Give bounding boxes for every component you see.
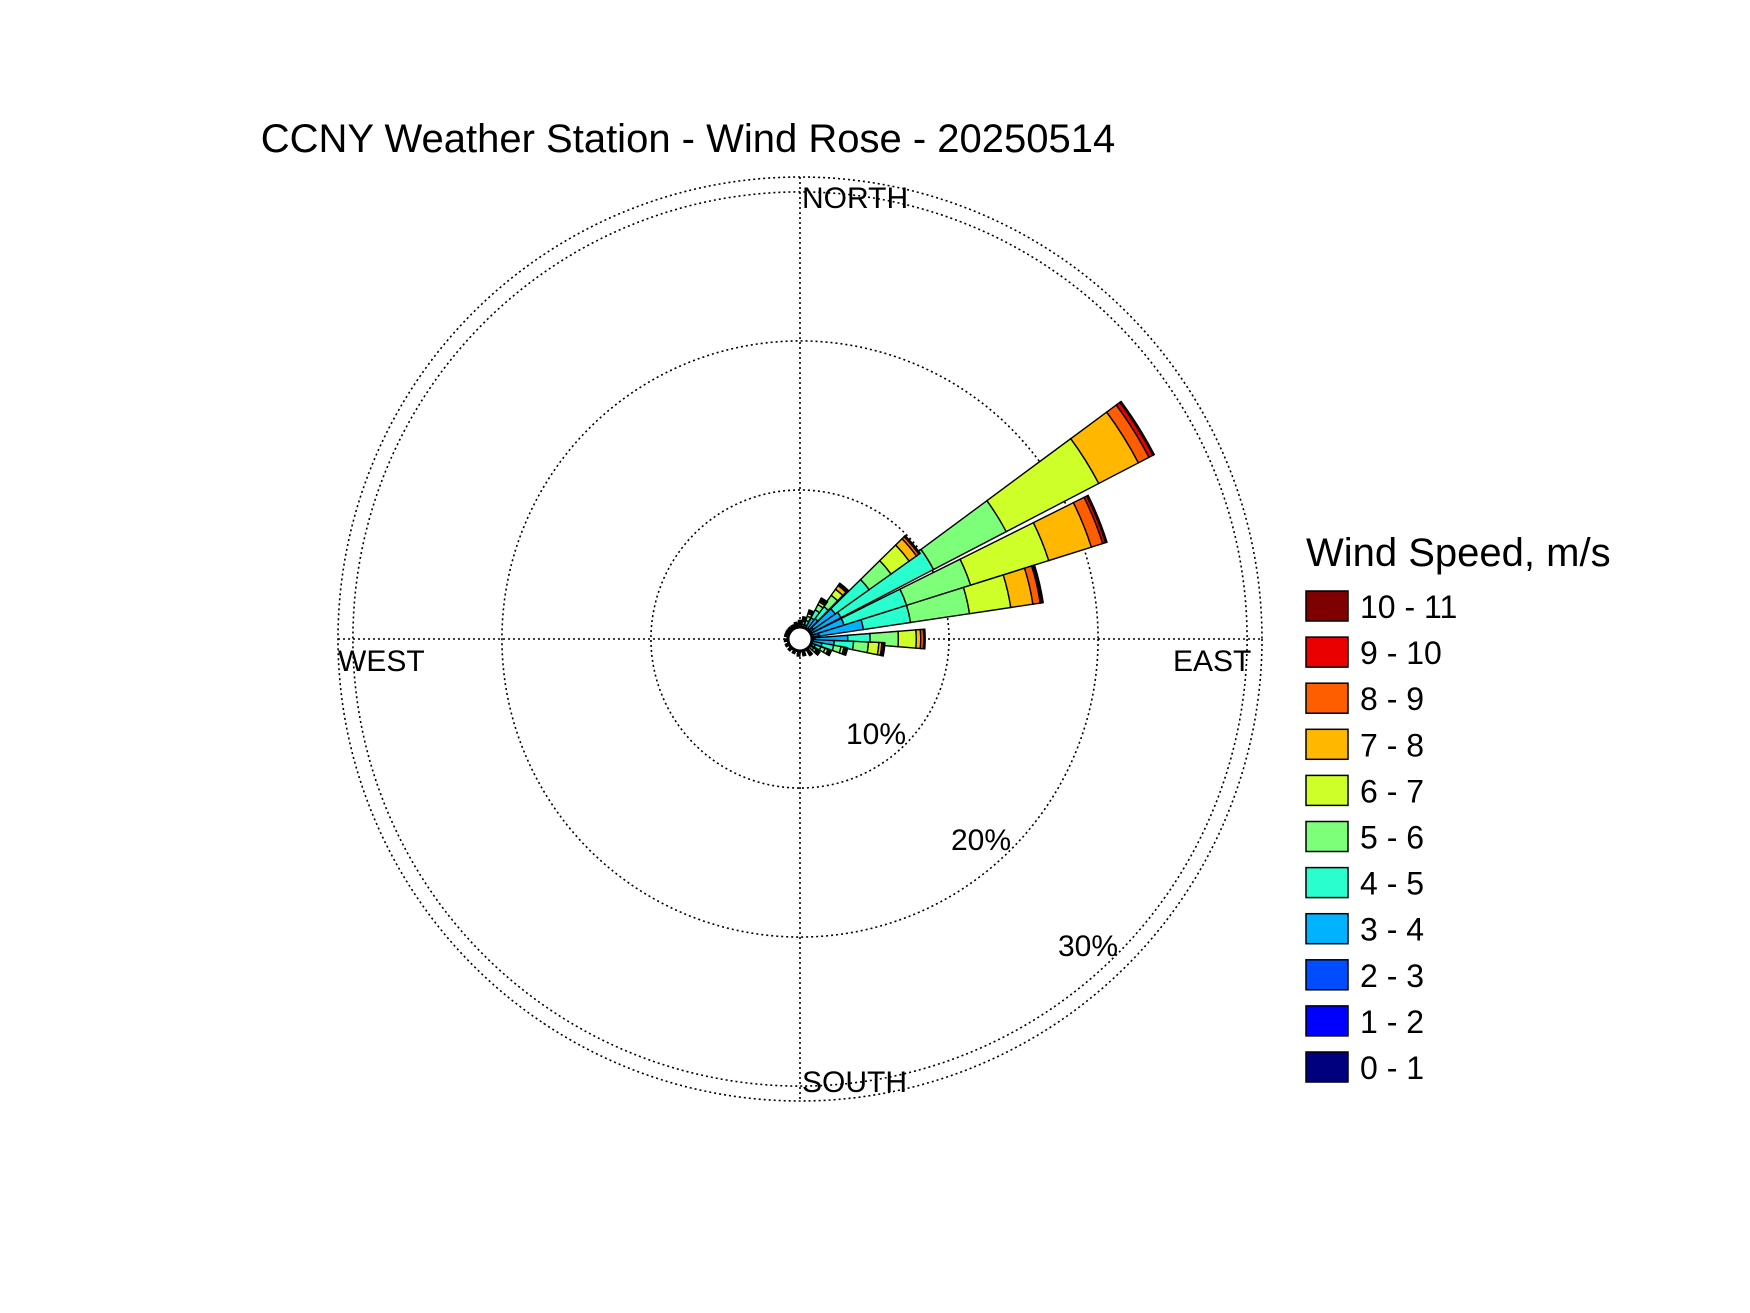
legend-label-3-4: 3 - 4	[1360, 912, 1424, 948]
legend-label-1-2: 1 - 2	[1360, 1004, 1424, 1040]
legend-label-7-8: 7 - 8	[1360, 727, 1424, 763]
legend-swatch-5-6	[1305, 820, 1349, 853]
legend-swatch-9-10	[1305, 636, 1349, 668]
ring-label-20: 20%	[951, 824, 1011, 857]
legend-label-2-3: 2 - 3	[1360, 958, 1424, 994]
sector-58-bin-10	[1118, 400, 1156, 457]
sector-105-bin-10	[844, 646, 849, 657]
legend-title: Wind Speed, m/s	[1306, 531, 1611, 575]
sector-245-bin-10	[784, 643, 788, 648]
legend-swatch-6-7	[1305, 774, 1349, 807]
calm-circle	[786, 625, 814, 653]
sector-97-bin-10	[881, 641, 886, 657]
calm-center	[786, 625, 814, 653]
sector-97-bin-5	[851, 640, 870, 654]
sector-90-bin-10	[923, 628, 926, 650]
wind-speed-legend: Wind Speed, m/s 10 - 11 9 - 10 8 - 9 7 - 8 6…	[1305, 531, 1611, 1086]
chart-title: CCNY Weather Station - Wind Rose - 20250…	[261, 117, 1116, 161]
legend-swatch-0-1	[1305, 1051, 1349, 1083]
legend-swatch-3-4	[1305, 912, 1349, 945]
sector-300-bin-10	[784, 629, 789, 634]
sector-185-bin-10	[796, 654, 801, 657]
sector-115-bin-10	[827, 649, 833, 657]
south-label: SOUTH	[802, 1066, 907, 1099]
legend-label-4-5: 4 - 5	[1360, 866, 1424, 902]
legend-swatch-1-2	[1305, 1005, 1349, 1037]
legend-label-9-10: 9 - 10	[1360, 635, 1442, 671]
sector-22-bin-10	[808, 608, 815, 614]
legend-swatch-8-9	[1305, 682, 1349, 714]
legend-swatch-10-11	[1305, 590, 1349, 622]
sector-225-bin-10	[787, 647, 792, 652]
sector-90-bin-6	[897, 629, 917, 649]
grid-ring-30	[352, 191, 1248, 1087]
sector-205-bin-10	[791, 651, 796, 655]
sector-12-bin-10	[802, 616, 808, 620]
legend-label-10-11: 10 - 11	[1360, 589, 1457, 625]
sector-145-bin-10	[808, 652, 814, 657]
sector-265-bin-10	[783, 638, 787, 643]
sector-0-bin-10	[797, 619, 803, 622]
sector-50-bin-10	[903, 534, 922, 555]
legend-label-0-1: 0 - 1	[1360, 1050, 1424, 1086]
legend-swatch-7-8	[1305, 728, 1349, 761]
ring-label-30: 30%	[1058, 930, 1118, 963]
sector-315-bin-10	[787, 626, 792, 631]
legend-swatch-2-3	[1305, 959, 1349, 991]
east-label: EAST	[1173, 645, 1251, 678]
ring-label-10: 10%	[846, 718, 906, 751]
west-label: WEST	[338, 645, 425, 678]
wind-rose-sectors	[783, 400, 1156, 657]
legend-swatch-4-5	[1305, 866, 1349, 899]
sector-330-bin-10	[790, 623, 795, 628]
sector-32-bin-10	[820, 597, 829, 604]
sector-128-bin-10	[816, 650, 821, 657]
legend-label-8-9: 8 - 9	[1360, 681, 1424, 717]
sector-165-bin-10	[802, 653, 807, 657]
sector-68-bin-10	[1085, 494, 1108, 544]
north-label: NORTH	[802, 182, 908, 215]
legend-label-5-6: 5 - 6	[1360, 820, 1424, 856]
sector-77-bin-10	[1032, 564, 1044, 604]
legend-label-6-7: 6 - 7	[1360, 773, 1424, 809]
sector-285-bin-10	[783, 632, 787, 638]
sector-345-bin-10	[793, 621, 798, 625]
sector-40-bin-10	[838, 582, 850, 592]
